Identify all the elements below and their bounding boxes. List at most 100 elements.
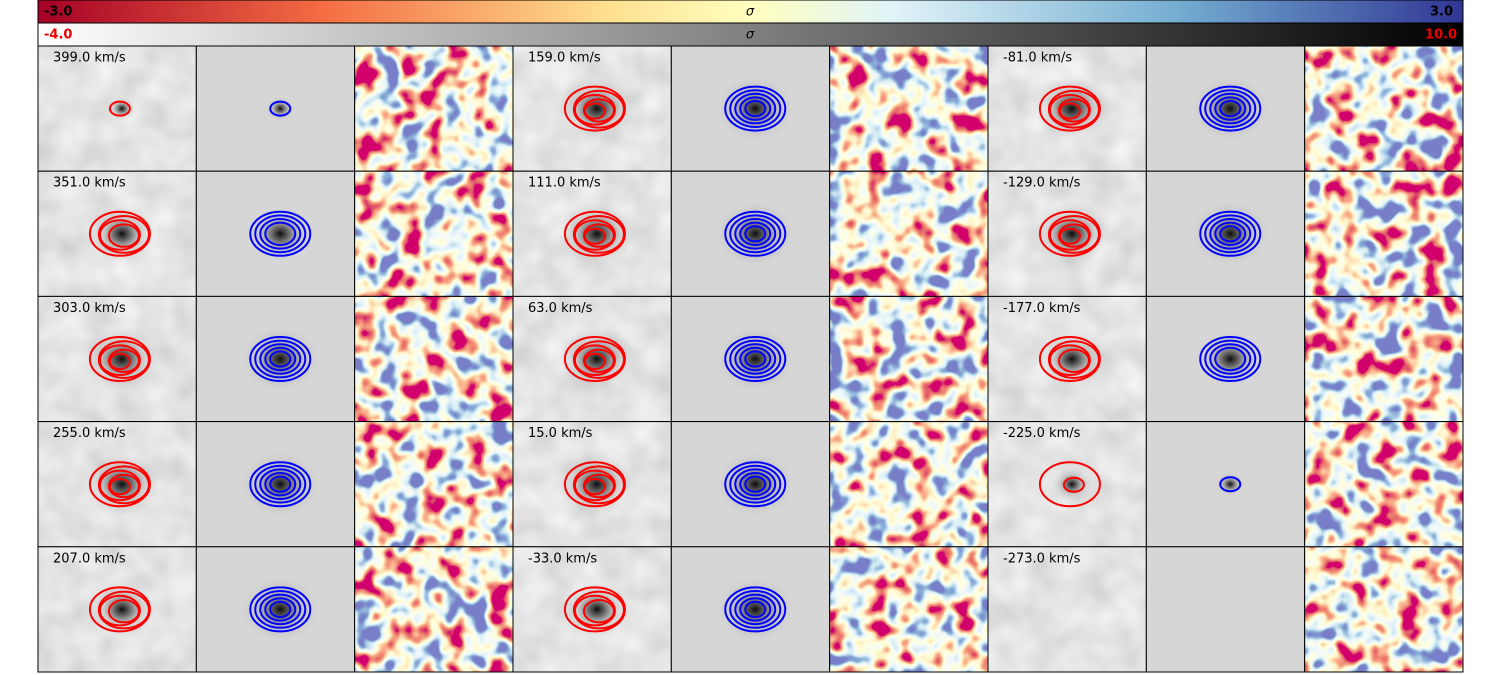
colorbar-max: 3.0: [1430, 5, 1453, 20]
velocity-label: -33.0 km/s: [528, 551, 597, 566]
contour: [1204, 89, 1257, 128]
panel: [1304, 171, 1463, 297]
panel: [1146, 46, 1305, 172]
panel: [354, 546, 513, 672]
contour: [729, 339, 782, 379]
panel: [829, 46, 988, 172]
contour: [729, 464, 782, 504]
panel: [1146, 171, 1305, 297]
residual: [354, 296, 513, 422]
panel-border: [1304, 546, 1464, 673]
panel: [513, 546, 672, 672]
contour: [1204, 214, 1257, 254]
contour: [582, 98, 615, 123]
contour: [259, 468, 302, 501]
contour: [739, 472, 772, 497]
velocity-label: 159.0 km/s: [528, 51, 601, 66]
residual: [1304, 46, 1463, 172]
panel: [1146, 296, 1305, 422]
panel: [38, 546, 197, 672]
residual: [354, 46, 513, 172]
contour: [1047, 89, 1100, 129]
panel: [988, 46, 1147, 172]
contour: [1057, 98, 1090, 123]
panel: [196, 296, 355, 422]
panel: [671, 546, 830, 672]
panel: [354, 296, 513, 422]
panel: [829, 171, 988, 297]
contour: [1058, 102, 1081, 120]
contour: [582, 473, 615, 499]
contour: [1062, 476, 1085, 493]
residual: [1304, 171, 1463, 297]
contour: [1209, 343, 1252, 375]
contour: [269, 100, 292, 117]
contour: [264, 346, 297, 372]
contour: [88, 210, 151, 257]
panel: [671, 46, 830, 172]
contour: [729, 89, 782, 128]
contour: [1038, 85, 1101, 132]
contour: [563, 85, 626, 132]
velocity-label: 15.0 km/s: [528, 426, 593, 441]
contour: [269, 475, 292, 493]
contour: [98, 219, 141, 251]
contour: [254, 464, 307, 504]
panel: [196, 46, 355, 172]
panel: [1304, 296, 1463, 422]
contour: [1038, 336, 1101, 382]
velocity-label: -177.0 km/s: [1003, 301, 1081, 316]
contour: [1219, 100, 1242, 118]
contour: [582, 223, 615, 248]
velocity-label: -225.0 km/s: [1003, 426, 1081, 441]
contour: [1057, 348, 1090, 373]
panel: [513, 296, 672, 422]
contour: [1038, 210, 1101, 257]
contour: [583, 352, 606, 370]
contour: [563, 461, 626, 508]
contour: [97, 465, 150, 505]
panel: [354, 46, 513, 172]
background: [1146, 546, 1305, 672]
contour: [249, 210, 312, 257]
contour: [734, 218, 777, 250]
contour: [583, 102, 606, 120]
contour: [724, 461, 787, 508]
contour: [249, 586, 312, 633]
contour: [744, 225, 767, 243]
contour: [583, 478, 606, 496]
source: [1051, 467, 1092, 502]
panel: [1304, 546, 1463, 672]
panel: [38, 421, 197, 547]
velocity-label: 111.0 km/s: [528, 176, 601, 191]
contour: [572, 89, 625, 129]
contour: [1199, 336, 1262, 382]
velocity-label: -81.0 km/s: [1003, 51, 1072, 66]
contour: [734, 92, 777, 125]
contour: [264, 221, 297, 247]
residual: [829, 546, 988, 672]
panel: [1304, 421, 1463, 547]
contour: [259, 593, 302, 626]
panel: [671, 421, 830, 547]
panel: [196, 171, 355, 297]
contour: [739, 597, 772, 622]
residual: [1304, 296, 1463, 422]
contour: [573, 469, 616, 502]
velocity-label: 207.0 km/s: [53, 551, 126, 566]
panel: [1146, 546, 1305, 672]
panel: [354, 171, 513, 297]
contour: [563, 336, 626, 382]
contour: [739, 221, 772, 247]
contour: [572, 590, 625, 630]
panel: [38, 171, 197, 297]
panel: [829, 296, 988, 422]
contour: [254, 339, 307, 379]
panel: [988, 296, 1147, 422]
panel: [354, 421, 513, 547]
contour: [1214, 221, 1247, 247]
velocity-label: 303.0 km/s: [53, 301, 126, 316]
panel: [38, 46, 197, 172]
contour: [724, 85, 787, 132]
panel: [513, 421, 672, 547]
